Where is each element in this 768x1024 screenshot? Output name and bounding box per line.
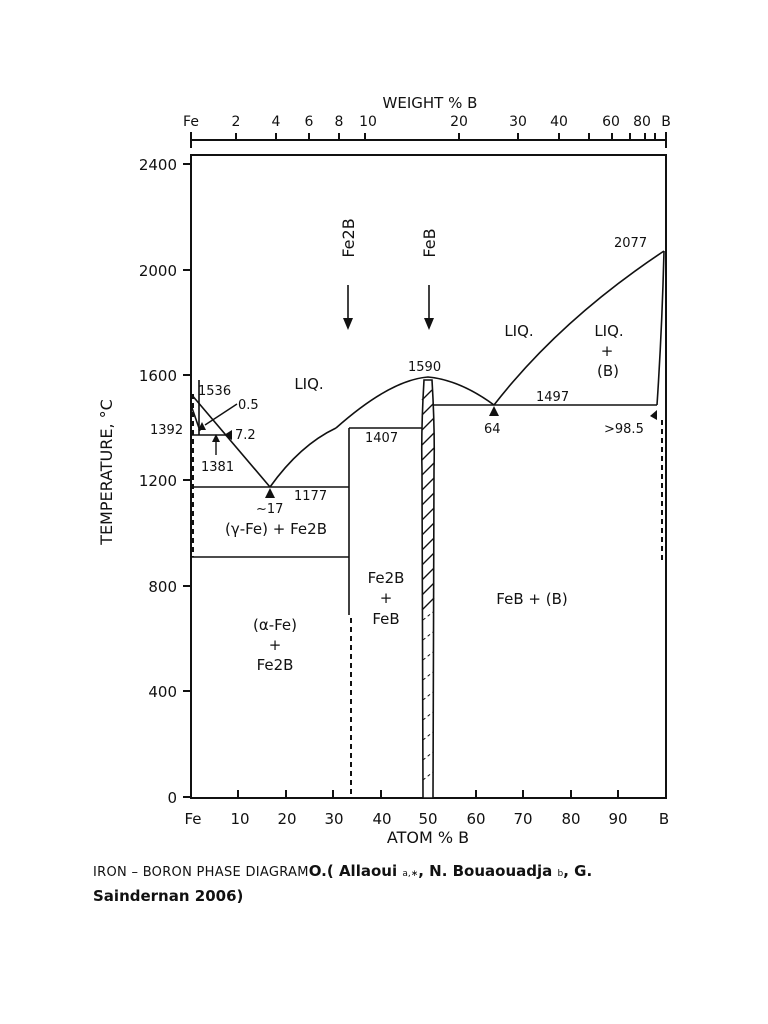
temperature-axis: 2400 2000 1600 1200 800 400 0 TEMPERATUR…	[97, 156, 191, 807]
svg-text:10: 10	[359, 114, 377, 130]
svg-text:40: 40	[372, 810, 391, 828]
svg-text:1600: 1600	[139, 367, 177, 385]
caption-title: IRON – BORON PHASE DIAGRAM	[93, 865, 309, 880]
label-1381: 1381	[201, 460, 234, 475]
region-liq-b-line3: (B)	[597, 362, 619, 380]
svg-text:70: 70	[513, 810, 532, 828]
svg-text:B: B	[659, 810, 669, 828]
svg-text:1200: 1200	[139, 472, 177, 490]
region-alpha-line3: Fe2B	[257, 656, 294, 674]
region-liq-b-line2: +	[601, 342, 614, 360]
label-17: ~17	[256, 502, 283, 517]
label-1392: 1392	[150, 423, 183, 438]
svg-text:20: 20	[277, 810, 296, 828]
svg-text:8: 8	[335, 114, 344, 130]
figure-caption: IRON – BORON PHASE DIAGRAMO.( Allaoui a,…	[93, 860, 693, 907]
svg-text:Fe: Fe	[183, 114, 199, 130]
label-1590: 1590	[408, 360, 441, 375]
label-98-5: >98.5	[604, 422, 644, 437]
svg-text:10: 10	[230, 810, 249, 828]
label-1177: 1177	[294, 489, 327, 504]
label-1497: 1497	[536, 390, 569, 405]
svg-text:Fe: Fe	[184, 810, 201, 828]
svg-text:80: 80	[561, 810, 580, 828]
region-liq-right: LIQ.	[504, 322, 533, 340]
caption-affil-1: a,∗	[402, 869, 419, 879]
label-64: 64	[484, 422, 501, 437]
region-alpha-line2: +	[269, 636, 282, 654]
caption-author-3: , G. Saindernan 2006)	[93, 862, 593, 905]
region-gamma-fe: (γ-Fe) + Fe2B	[225, 520, 327, 538]
svg-text:0: 0	[167, 789, 177, 807]
phase-diagram: WEIGHT % B Fe 2 4 6 8 10 20	[97, 94, 671, 847]
label-0-5: 0.5	[238, 398, 259, 413]
atom-axis-title: ATOM % B	[387, 828, 469, 847]
label-1407: 1407	[365, 431, 398, 446]
svg-text:2000: 2000	[139, 262, 177, 280]
svg-text:50: 50	[418, 810, 437, 828]
weight-axis: WEIGHT % B Fe 2 4 6 8 10 20	[183, 94, 671, 148]
svg-text:20: 20	[450, 114, 468, 130]
weight-axis-title: WEIGHT % B	[383, 94, 478, 112]
temperature-axis-title: TEMPERATURE, °C	[97, 399, 116, 546]
label-2077: 2077	[614, 236, 647, 251]
phase-boundaries	[190, 250, 665, 615]
region-liq-left: LIQ.	[294, 375, 323, 393]
svg-text:6: 6	[305, 114, 314, 130]
region-feb-b: FeB + (B)	[496, 590, 567, 608]
region-fe2b-feb-line1: Fe2B	[368, 569, 405, 587]
svg-text:30: 30	[324, 810, 343, 828]
region-liq-b-line1: LIQ.	[594, 322, 623, 340]
svg-text:400: 400	[148, 683, 177, 701]
svg-text:2400: 2400	[139, 156, 177, 174]
caption-affil-2: b	[557, 869, 564, 879]
label-7-2: 7.2	[235, 428, 256, 443]
svg-text:90: 90	[608, 810, 627, 828]
caption-author-1: O.( Allaoui	[308, 862, 403, 880]
svg-text:800: 800	[148, 578, 177, 596]
compound-arrows: Fe2B FeB	[339, 218, 439, 330]
region-fe2b-feb-line3: FeB	[372, 610, 399, 628]
svg-text:30: 30	[509, 114, 527, 130]
caption-author-2: , N. Bouaouadja	[418, 862, 558, 880]
atom-axis: Fe 10 20 30 40 50 60 70 80 90 B ATOM % B	[184, 790, 669, 847]
label-1536: 1536	[198, 384, 231, 399]
fe2b-arrow-label: Fe2B	[339, 218, 358, 257]
region-alpha-line1: (α-Fe)	[253, 616, 297, 634]
svg-text:40: 40	[550, 114, 568, 130]
svg-text:B: B	[661, 114, 671, 130]
svg-text:60: 60	[602, 114, 620, 130]
svg-text:60: 60	[466, 810, 485, 828]
feb-arrow-label: FeB	[420, 228, 439, 257]
region-fe2b-feb-line2: +	[380, 589, 393, 607]
svg-text:4: 4	[272, 114, 281, 130]
svg-text:2: 2	[232, 114, 241, 130]
svg-text:80: 80	[633, 114, 651, 130]
feb-phase-band	[420, 379, 436, 799]
